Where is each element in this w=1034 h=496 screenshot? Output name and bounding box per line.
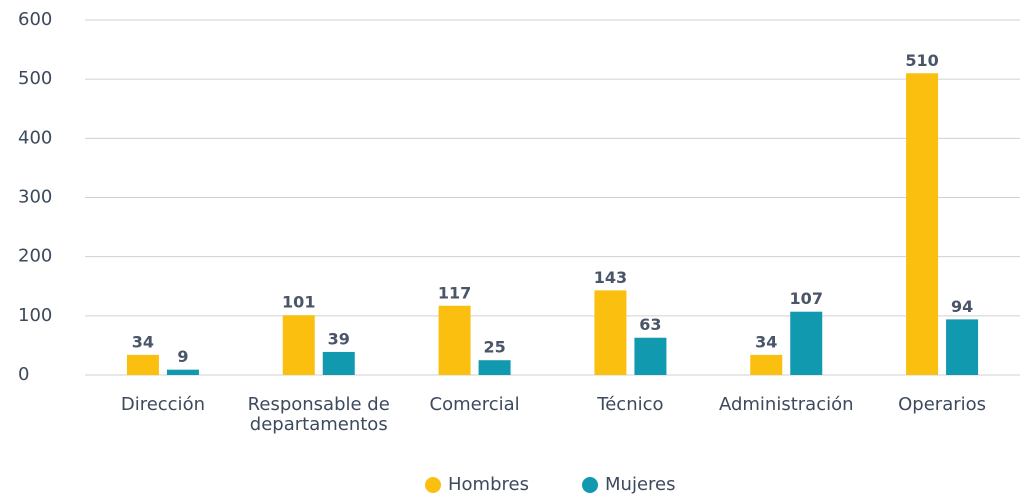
bar xyxy=(750,354,783,375)
data-label: 94 xyxy=(951,297,973,316)
legend-label: Hombres xyxy=(448,474,529,495)
bar xyxy=(946,319,979,375)
bar xyxy=(166,369,199,375)
data-label: 101 xyxy=(282,293,315,312)
data-label: 39 xyxy=(328,329,350,348)
data-label: 9 xyxy=(177,347,188,366)
x-tick-label: Dirección xyxy=(120,394,205,415)
y-tick-label: 500 xyxy=(18,68,52,89)
data-label: 107 xyxy=(790,289,823,308)
bar xyxy=(634,337,667,375)
y-tick-label: 300 xyxy=(18,187,52,208)
x-tick-label: Administración xyxy=(718,394,854,415)
x-tick-label: Comercial xyxy=(429,394,520,415)
data-label: 34 xyxy=(132,332,154,351)
y-tick-label: 0 xyxy=(18,364,29,385)
bar xyxy=(322,351,355,375)
data-label: 510 xyxy=(905,51,938,70)
bar xyxy=(594,290,627,375)
x-tick-label: Operarios xyxy=(898,394,987,415)
bar xyxy=(906,73,939,375)
x-tick-label: Técnico xyxy=(597,394,664,415)
bar xyxy=(438,305,471,375)
y-tick-label: 600 xyxy=(18,9,52,30)
data-label: 34 xyxy=(755,332,777,351)
x-tick-label: Responsable de departamentos xyxy=(247,394,390,435)
legend-label: Mujeres xyxy=(605,474,675,495)
y-tick-label: 100 xyxy=(18,305,52,326)
y-tick-label: 400 xyxy=(18,127,52,148)
data-label: 63 xyxy=(639,315,661,334)
data-label: 143 xyxy=(594,268,627,287)
legend-marker xyxy=(425,477,441,493)
data-label: 117 xyxy=(438,283,471,302)
bar xyxy=(478,360,511,375)
bar xyxy=(790,311,823,375)
bar xyxy=(282,315,315,375)
legend-marker xyxy=(582,477,598,493)
bar xyxy=(126,354,159,375)
y-tick-label: 200 xyxy=(18,246,52,267)
data-label: 25 xyxy=(483,338,505,357)
